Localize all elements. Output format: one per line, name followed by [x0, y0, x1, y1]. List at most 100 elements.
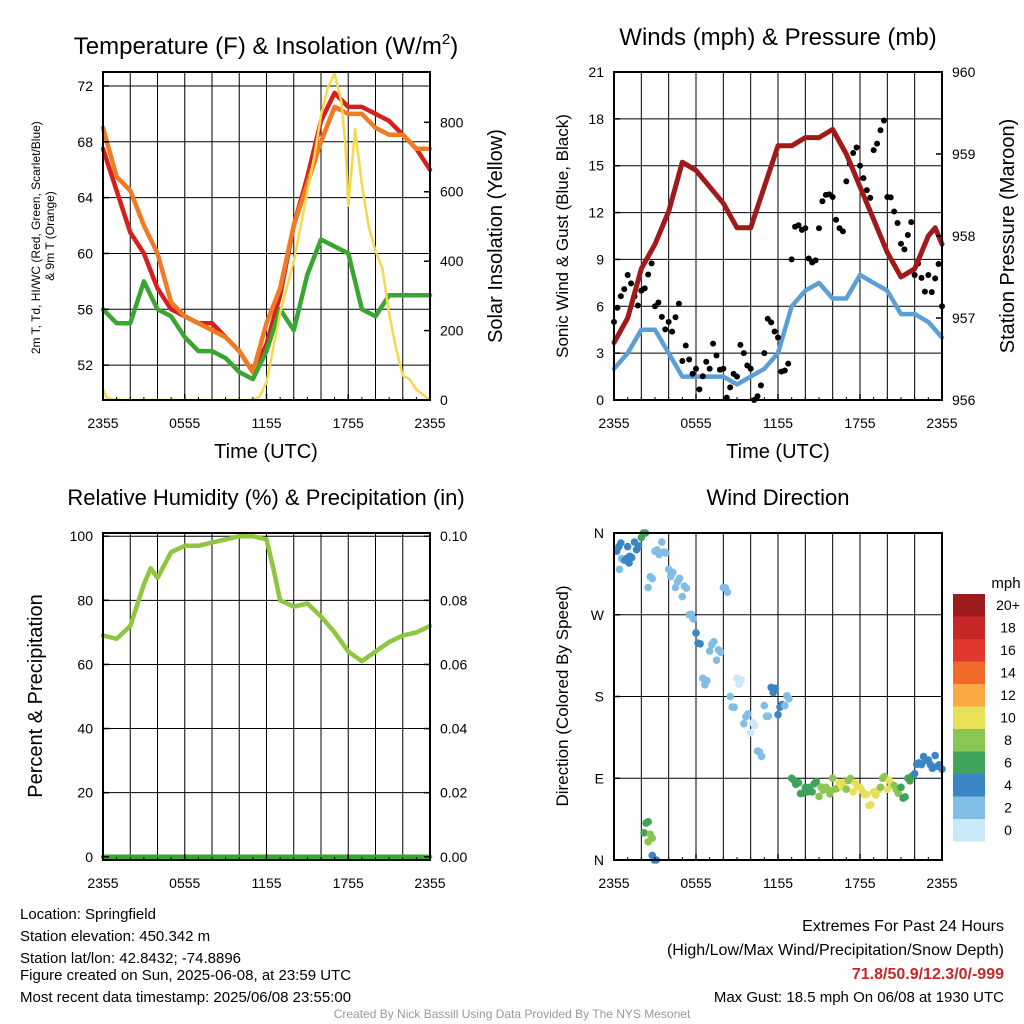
y2-tick-label: 0.02 — [440, 785, 467, 801]
y-tick-label: 6 — [596, 298, 604, 314]
extremes-values: 71.8/50.9/12.3/0/-999 — [851, 966, 1004, 983]
gust-point — [621, 286, 628, 293]
legend-label: 4 — [1004, 777, 1012, 793]
series-line-0 — [611, 272, 945, 387]
y-tick-label: 64 — [77, 190, 93, 206]
panel-winds: Winds (mph) & Pressure (mb) 2355 0555 1155… — [553, 24, 1019, 463]
direction-point — [703, 676, 711, 685]
gust-point — [703, 358, 710, 365]
x-tick-label: 1155 — [763, 875, 793, 891]
gust-point — [781, 367, 788, 374]
direction-point — [662, 549, 670, 557]
direction-point — [709, 637, 718, 646]
panel4-ticks: 2355 0555 1155 1755 2355 N E S W N — [591, 525, 958, 891]
x-tick-label: 0555 — [680, 875, 711, 891]
gust-point — [904, 232, 911, 239]
y2-tick-label: 400 — [440, 253, 464, 269]
speed-legend-title: mph — [991, 575, 1020, 592]
gust-point — [641, 285, 648, 292]
y-tick-label: 52 — [77, 357, 93, 373]
gust-point — [662, 326, 669, 333]
gust-point — [921, 288, 928, 295]
y-tick-label: 3 — [596, 345, 604, 361]
footer-recent: Most recent data timestamp: 2025/06/08 2… — [20, 989, 352, 1006]
gust-point — [833, 216, 840, 223]
y-tick-label: 21 — [588, 64, 604, 80]
gust-point — [870, 147, 877, 154]
y2-tick-label: 0 — [440, 392, 448, 408]
direction-point — [744, 710, 752, 718]
gust-point — [679, 357, 686, 364]
gust-point — [894, 219, 901, 226]
direction-point — [617, 539, 625, 547]
direction-point — [726, 692, 734, 701]
x-tick-label: 2355 — [87, 415, 118, 431]
gust-point — [880, 117, 887, 124]
direction-point — [696, 639, 704, 648]
gust-point — [655, 299, 662, 306]
direction-point — [658, 538, 666, 546]
gust-point — [747, 365, 754, 372]
x-tick-label: 2355 — [926, 875, 957, 891]
direction-point — [682, 584, 691, 592]
gust-point — [853, 144, 860, 151]
direction-point — [794, 778, 803, 787]
y-tick-label: 68 — [77, 134, 93, 150]
gust-point — [932, 275, 939, 282]
panel1-title: Temperature (F) & Insolation (W/m2) — [74, 31, 458, 60]
gust-point — [857, 162, 863, 169]
gust-point — [696, 386, 703, 393]
gust-point — [891, 208, 898, 215]
gust-point — [699, 373, 706, 380]
gust-point — [720, 365, 727, 372]
gust-point — [628, 280, 635, 287]
panel2-ylabel-right: Station Pressure (Maroon) — [997, 119, 1019, 354]
legend-label: 2 — [1004, 800, 1012, 816]
direction-point — [931, 751, 939, 760]
gust-point — [788, 256, 795, 263]
panel1-ylabel-line2: & 9m T (Orange) — [43, 191, 57, 281]
legend-label: 14 — [1000, 665, 1016, 681]
panel4-grid — [614, 532, 942, 861]
y-tick-label: 80 — [77, 592, 93, 608]
direction-point — [771, 684, 780, 693]
gust-point — [911, 272, 918, 279]
gust-point — [843, 178, 850, 185]
panel2-ylabel-left: Sonic Wind & Gust (Blue, Black) — [553, 114, 572, 358]
direction-point — [692, 629, 700, 637]
x-tick-label: 1755 — [333, 415, 364, 431]
y-tick-label: N — [594, 525, 604, 541]
panel-wind-direction: Wind Direction 2355 0555 1155 1755 2355 N E S W N… — [553, 485, 1021, 891]
legend-swatch — [953, 729, 985, 752]
direction-point — [634, 542, 643, 550]
footer-latlon: Station lat/lon: 42.8432; -74.8896 — [20, 950, 242, 967]
x-tick-label: 2355 — [414, 875, 445, 891]
gust-point — [757, 382, 764, 389]
direction-point — [781, 701, 789, 710]
gust-point — [785, 360, 792, 367]
y-tick-label: S — [595, 689, 604, 705]
panel3-ylabel-left: Percent & Precipitation — [25, 594, 47, 797]
panel3-grid — [103, 533, 430, 860]
direction-point — [705, 647, 714, 655]
footer-elevation: Station elevation: 450.342 m — [20, 928, 211, 945]
direction-point — [785, 694, 793, 703]
direction-point — [730, 703, 739, 712]
legend-label: 18 — [1000, 620, 1016, 636]
legend-label: 20+ — [996, 597, 1020, 613]
gust-point — [795, 222, 802, 229]
y-tick-label: 100 — [70, 528, 94, 544]
series-line-0 — [100, 533, 433, 664]
direction-point — [648, 834, 657, 842]
extremes-title: Extremes For Past 24 Hours — [802, 918, 1004, 935]
panel1-ticks: 2355 0555 1155 1755 2355 52 56 60 64 68 72 0 200 400 6… — [77, 78, 463, 431]
y2-tick-label: 200 — [440, 323, 464, 339]
gust-point — [658, 313, 665, 320]
y-tick-label: N — [594, 852, 604, 868]
gust-point — [754, 393, 761, 400]
y2-tick-label: 600 — [440, 184, 464, 200]
y2-tick-label: 959 — [952, 146, 976, 162]
gust-point — [734, 373, 740, 380]
gust-point — [908, 219, 915, 226]
direction-point — [615, 565, 624, 574]
